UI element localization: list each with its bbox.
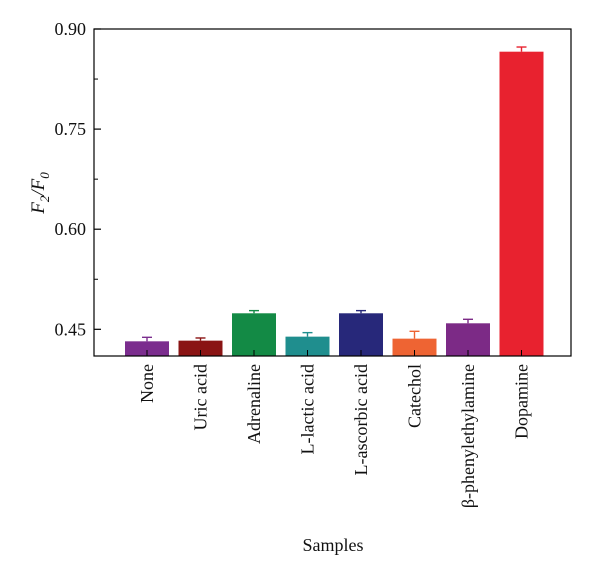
category-label: L-lactic acid xyxy=(298,364,318,454)
category-label: None xyxy=(137,364,157,403)
y-tick-label: 0.75 xyxy=(55,119,87,139)
y-axis-ticks: 0.90 0.75 0.60 0.45 xyxy=(55,19,101,339)
category-label: Uric acid xyxy=(191,364,211,430)
bar xyxy=(285,336,330,356)
bar xyxy=(392,338,437,356)
y-tick-label: 0.90 xyxy=(55,19,87,39)
x-axis-tick-labels: None Uric acid Adrenaline L-lactic acid L-as… xyxy=(137,350,532,508)
bars xyxy=(125,51,544,357)
category-label: Adrenaline xyxy=(244,364,264,444)
y-axis-title-f0-sub: 0 xyxy=(37,172,52,179)
y-axis-title-f2-base: F xyxy=(28,202,49,215)
bar xyxy=(499,51,544,357)
x-axis-title: Samples xyxy=(303,535,364,555)
category-label: Dopamine xyxy=(512,364,532,439)
plot-frame xyxy=(93,28,572,357)
category-label: β-phenylethylamine xyxy=(458,364,478,508)
bar xyxy=(339,313,383,356)
y-axis-title-f2-sub: 2 xyxy=(37,195,52,202)
bar xyxy=(232,313,276,356)
category-label: Catechol xyxy=(405,364,425,428)
category-label: L-ascorbic acid xyxy=(351,364,371,475)
bar xyxy=(178,340,223,356)
y-axis-title-slash: /F xyxy=(28,178,49,196)
y-tick-label: 0.45 xyxy=(55,319,87,339)
bar xyxy=(125,341,169,356)
error-bars xyxy=(142,46,527,342)
y-tick-label: 0.60 xyxy=(55,219,87,239)
y-axis-title: F2/F0 xyxy=(28,172,52,215)
